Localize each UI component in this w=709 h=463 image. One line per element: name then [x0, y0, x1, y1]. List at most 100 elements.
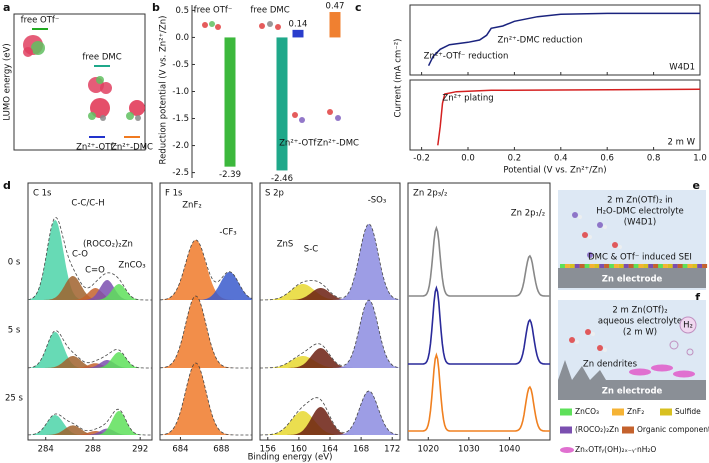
value-label: -2.46 [271, 174, 293, 184]
molecule-atom [129, 100, 145, 116]
sei-grain [569, 264, 575, 268]
fit-component [28, 415, 152, 435]
x-tick-label: 288 [85, 445, 101, 455]
sei-grain [662, 264, 668, 268]
sei-grain [682, 264, 688, 268]
fit-envelope [260, 390, 401, 436]
fit-component [260, 407, 400, 435]
molecule-atom [327, 109, 333, 115]
value-label: 0.47 [326, 2, 345, 12]
peak-label: ZnCO₃ [118, 261, 145, 271]
peak-label: Zn 2p₁/₂ [511, 209, 545, 219]
molecule-atom [259, 23, 265, 29]
fit-envelope [160, 295, 252, 369]
peak-label: ZnS [277, 240, 294, 250]
bar [292, 29, 304, 38]
gas-label: H₂ [683, 321, 693, 331]
molecule-atom [88, 112, 96, 120]
legend-swatch [612, 408, 624, 416]
molecule-atom [96, 76, 104, 84]
molecule-atom [215, 24, 221, 30]
x-tick-label: 1020 [417, 445, 439, 455]
row-label: 25 s [5, 394, 24, 404]
fit-component [160, 296, 252, 368]
schematic-text: Zn dendrites [583, 360, 638, 370]
fit-component [260, 356, 400, 368]
schematic-text: (W4D1) [624, 218, 656, 228]
fit-component [28, 284, 152, 300]
level-label: Zn²⁺-DMC [111, 143, 153, 153]
plot-frame [409, 79, 701, 151]
fit-component [260, 391, 400, 435]
sei-grain [599, 264, 605, 268]
panel-title: S 2p [265, 189, 284, 199]
y-tick-label: -1.5 [172, 114, 189, 124]
molecule-atom [597, 222, 603, 228]
x-tick-label: 1030 [458, 445, 480, 455]
legend-swatch [560, 426, 572, 434]
fit-component [260, 411, 400, 435]
x-tick-label: 0.8 [647, 154, 661, 164]
sei-grain [609, 264, 614, 268]
schematic-text: DMC & OTf⁻ induced SEI [588, 253, 692, 263]
molecule-atom [603, 225, 607, 229]
fit-component [260, 288, 400, 300]
row-label: 0 s [8, 258, 21, 268]
panel-label: c [355, 1, 362, 14]
molecule-atom [90, 98, 110, 118]
legend-label: Sulfide [675, 407, 701, 416]
byproduct [651, 364, 673, 372]
fit-component [28, 411, 152, 435]
peak-label: -SO₃ [368, 196, 387, 206]
legend-label: (ROCO₂)₂Zn [575, 425, 619, 434]
legend-label: Organic components [637, 425, 709, 434]
molecule-atom [603, 348, 607, 352]
molecule-atom [23, 47, 33, 57]
sei-grain [623, 264, 629, 268]
panel-label: d [3, 179, 11, 192]
sei-grain [648, 264, 654, 268]
plot-frame [409, 4, 701, 76]
annotation: Zn²⁺ plating [442, 94, 493, 104]
molecule-atom [299, 117, 305, 123]
sei-grain [672, 264, 678, 268]
legend-swatch [560, 447, 574, 453]
panel-label: a [3, 1, 10, 14]
y-tick-label: -2.5 [172, 168, 189, 178]
bar [276, 37, 288, 171]
panel-label: e [693, 179, 700, 192]
spectrum-line [408, 285, 550, 365]
sei-grain [658, 264, 663, 268]
panel-title: F 1s [165, 189, 183, 199]
fit-component [28, 431, 152, 435]
category-label: Zn²⁺-DMC [317, 139, 359, 149]
y-tick-label: -1.0 [172, 87, 189, 97]
y-tick-label: 0.0 [175, 33, 189, 43]
x-tick-label: 172 [384, 445, 400, 455]
x-tick-label: 0.0 [461, 154, 475, 164]
peak-label: ZnF₂ [182, 201, 202, 211]
molecule-atom [591, 332, 595, 336]
peak-label: -CF₃ [219, 228, 236, 238]
x-tick-label: 168 [353, 445, 369, 455]
molecule-atom [135, 115, 141, 121]
x-tick-label: -0.2 [413, 154, 430, 164]
x-tick-label: 1.0 [693, 154, 707, 164]
fit-component [260, 348, 400, 368]
panel-label: b [152, 1, 160, 14]
y-axis-label: LUMO energy (eV) [3, 43, 13, 120]
fit-component [260, 284, 400, 300]
sample-tag: W4D1 [669, 63, 695, 73]
x-tick-label: 0.4 [554, 154, 568, 164]
molecule-atom [618, 245, 622, 249]
sei-grain [677, 264, 683, 268]
schematic-text: 2 m Zn(OTf)₂ [612, 306, 667, 316]
sei-grain [643, 264, 649, 268]
sei-grain [560, 264, 565, 268]
sei-grain [584, 264, 590, 268]
sei-grain [574, 264, 580, 268]
legend-swatch [622, 426, 634, 434]
molecule-atom [593, 255, 597, 259]
electrode-label: Zn electrode [602, 387, 663, 397]
panel-frame [27, 182, 153, 441]
